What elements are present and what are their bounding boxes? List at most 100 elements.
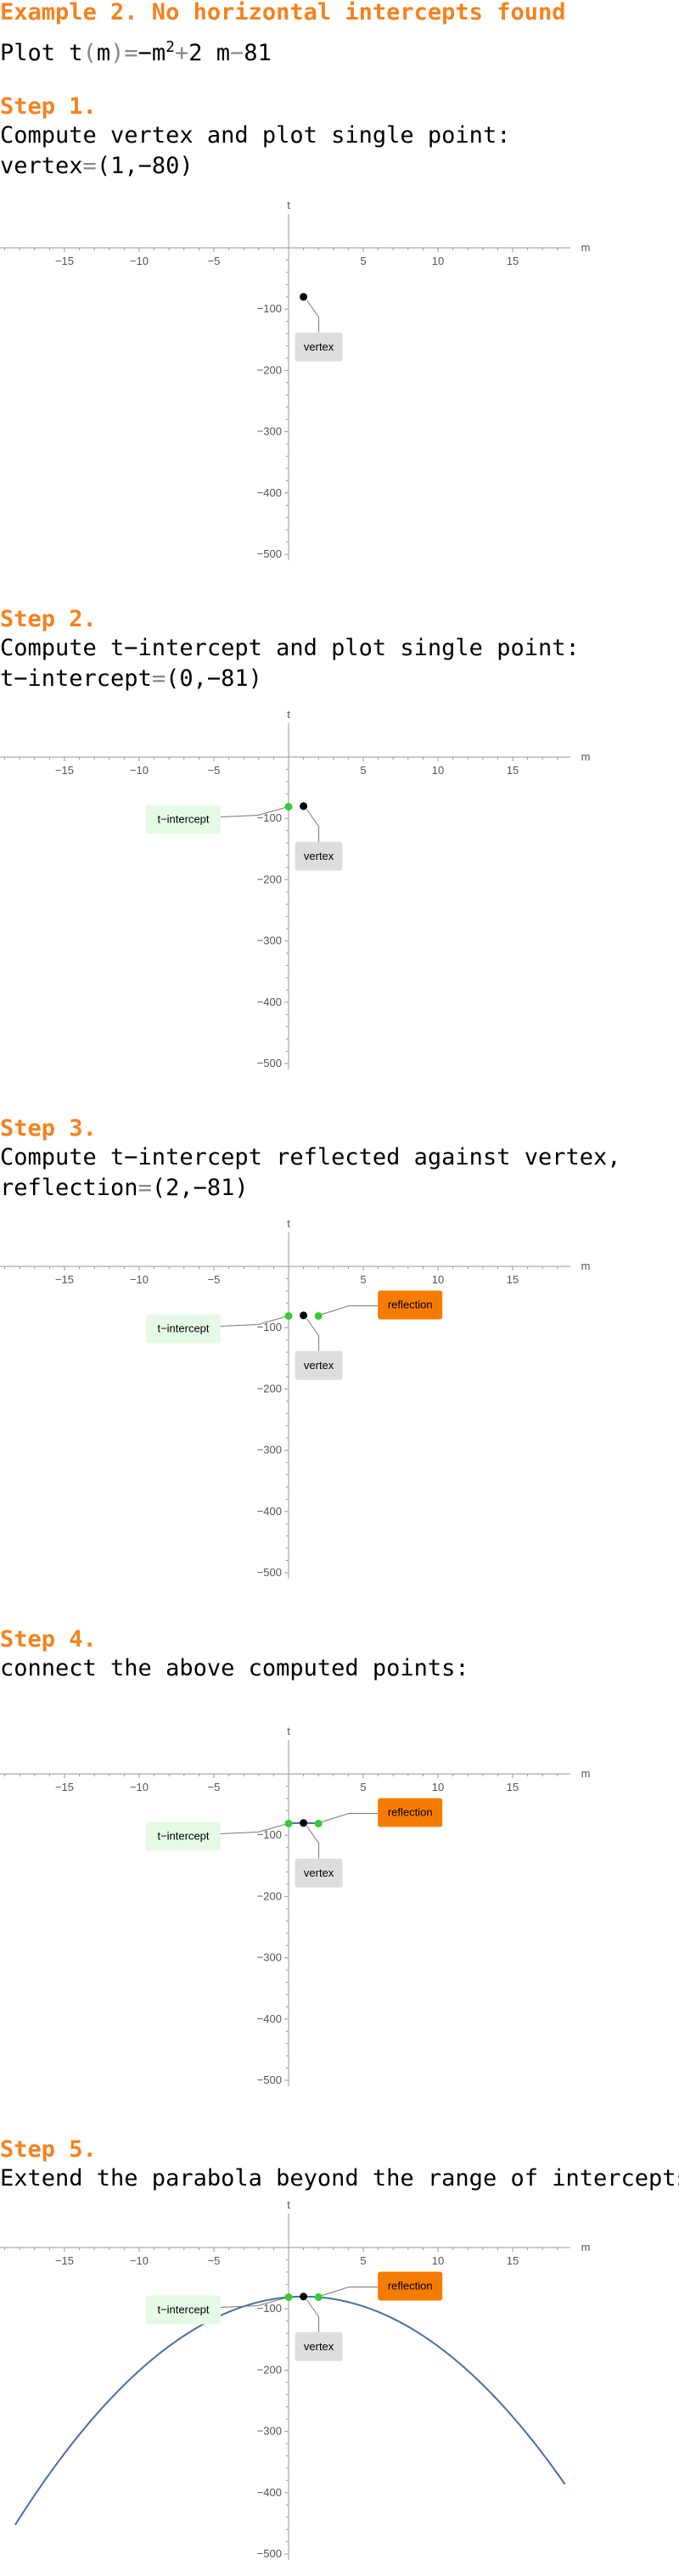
y-tick-label: −100	[257, 1828, 282, 1841]
y-tick-label: −400	[257, 1505, 282, 1518]
y-tick-label: −200	[257, 873, 282, 885]
vertex-callout-line	[306, 1826, 320, 1859]
step-1: Step 1. Compute vertex and plot single po…	[0, 85, 679, 182]
vertex-label-box	[295, 2332, 343, 2361]
step-description: Compute t−intercept reflected against ve…	[0, 1144, 621, 1170]
y-tick-label: −400	[257, 486, 282, 499]
y-tick-label: −500	[257, 1566, 282, 1579]
intercept-label-box	[146, 805, 221, 834]
step-heading: Step 2.	[0, 606, 97, 632]
step-2: Step 2. Compute t−intercept and plot sing…	[0, 598, 679, 694]
vertex-label: vertex	[304, 1359, 334, 1372]
step-result-value: (2,−81)	[151, 1175, 249, 1201]
y-tick-label: −400	[257, 2012, 282, 2025]
intercept-point	[284, 802, 293, 811]
function-exponent: 2	[166, 38, 175, 56]
reflection-label: reflection	[388, 2279, 433, 2292]
intercept-label: t−intercept	[157, 2303, 209, 2315]
intercept-point	[284, 1819, 293, 1827]
y-tick-label: −400	[257, 2486, 282, 2499]
intercept-callout-line	[220, 1824, 286, 1834]
x-tick-label: −10	[130, 1273, 149, 1286]
x-axis-label: m	[581, 241, 591, 254]
x-tick-label: −5	[208, 2254, 221, 2267]
function-minus: −	[230, 40, 244, 66]
step-result-label: t−intercept	[0, 665, 152, 692]
chart-svg: −15 −10 −5 5 10 15 −100 −200 −300 −400 −500 m t verte…	[0, 1217, 590, 1580]
y-tick-label: −300	[257, 1444, 282, 1456]
y-tick-label: −100	[257, 811, 282, 824]
y-axis-label: t	[287, 2198, 290, 2211]
vertex-point	[300, 293, 308, 301]
y-axis-label: t	[287, 199, 290, 211]
intercept-label-box	[146, 2295, 221, 2325]
y-axis-label: t	[287, 1725, 290, 1737]
step-result-value: (0,−81)	[166, 665, 262, 692]
vertex-point	[300, 802, 308, 811]
step-result: vertex=(1,−80)	[0, 153, 194, 179]
y-tick-label: −500	[257, 2074, 282, 2086]
function-lead-term: −m	[137, 40, 166, 66]
y-tick-label: −500	[257, 1057, 282, 1069]
chart-svg: −15 −10 −5 5 10 15 −100 −200 −300 −400 −500 m t verte…	[0, 199, 591, 561]
step-result-label: reflection	[0, 1175, 138, 1201]
vertex-label-box	[295, 841, 343, 871]
x-tick-label: 10	[432, 1781, 444, 1793]
reflection-callout-line	[322, 1305, 379, 1315]
intercept-callout-line	[220, 807, 286, 817]
vertex-label: vertex	[304, 340, 334, 353]
x-tick-label: −5	[208, 1273, 221, 1286]
x-tick-label: −5	[208, 255, 221, 267]
page-title: Example 2. No horizontal intercepts foun…	[0, 0, 566, 25]
step-result-value: (1,−80)	[96, 153, 194, 179]
x-tick-label: −10	[130, 2254, 149, 2267]
y-tick-label: −200	[257, 1889, 282, 1902]
chart-5: −15 −10 −5 5 10 15 −100 −200 −300 −400 −500 m t verte…	[0, 2198, 594, 2572]
vertex-callout-line	[306, 809, 320, 842]
step-result-label: vertex	[0, 153, 83, 179]
intercept-point	[284, 2293, 293, 2301]
x-tick-label: 5	[360, 255, 366, 267]
intercept-label: t−intercept	[157, 1322, 209, 1334]
y-tick-label: −200	[257, 2363, 282, 2376]
x-tick-label: 15	[507, 764, 519, 777]
reflection-point	[314, 1819, 323, 1827]
x-tick-label: 10	[432, 255, 444, 267]
x-tick-label: −5	[208, 1781, 221, 1793]
vertex-point	[300, 2293, 308, 2301]
chart-svg: −15 −10 −5 5 10 15 −100 −200 −300 −400 −500 m t verte…	[0, 1725, 591, 2087]
intercept-label: t−intercept	[157, 812, 209, 825]
x-tick-label: −10	[130, 764, 149, 777]
step-description: Compute t−intercept and plot single poin…	[0, 635, 580, 661]
x-tick-label: −15	[55, 1781, 74, 1793]
step-heading: Step 1.	[0, 93, 97, 120]
step-5: Step 5. Extend the parabola beyond the ra…	[0, 2128, 679, 2194]
step-heading: Step 5.	[0, 2136, 97, 2163]
x-tick-label: 10	[432, 2254, 444, 2267]
x-tick-label: −15	[55, 255, 74, 267]
chart-1: −15 −10 −5 5 10 15 −100 −200 −300 −400 −500 m t verte…	[0, 199, 594, 572]
x-tick-label: 10	[432, 1273, 444, 1286]
step-result: t−intercept=(0,−81)	[0, 665, 262, 692]
x-tick-label: 15	[507, 2254, 519, 2267]
reflection-label-box	[378, 1290, 443, 1320]
parabola-curve	[14, 2295, 566, 2526]
vertex-label: vertex	[304, 850, 334, 862]
vertex-label: vertex	[304, 1866, 334, 1879]
x-tick-label: −10	[130, 1781, 149, 1793]
x-axis-label: m	[581, 1767, 591, 1780]
intercept-callout-line	[220, 2298, 286, 2308]
vertex-label-box	[295, 1858, 343, 1888]
y-tick-label: −500	[257, 547, 282, 560]
intercept-callout-line	[220, 1316, 286, 1327]
intercept-point	[284, 1311, 293, 1320]
chart-4: −15 −10 −5 5 10 15 −100 −200 −300 −400 −500 m t verte…	[0, 1725, 594, 2098]
y-tick-label: −100	[257, 302, 282, 315]
x-tick-label: 15	[507, 1273, 519, 1286]
x-tick-label: 5	[360, 1781, 366, 1793]
reflection-callout-line	[322, 2286, 379, 2296]
chart-svg: −15 −10 −5 5 10 15 −100 −200 −300 −400 −500 m t verte…	[0, 2198, 590, 2561]
reflection-label: reflection	[388, 1805, 433, 1818]
x-tick-label: 5	[360, 1273, 366, 1286]
step-result: reflection=(2,−81)	[0, 1175, 249, 1201]
